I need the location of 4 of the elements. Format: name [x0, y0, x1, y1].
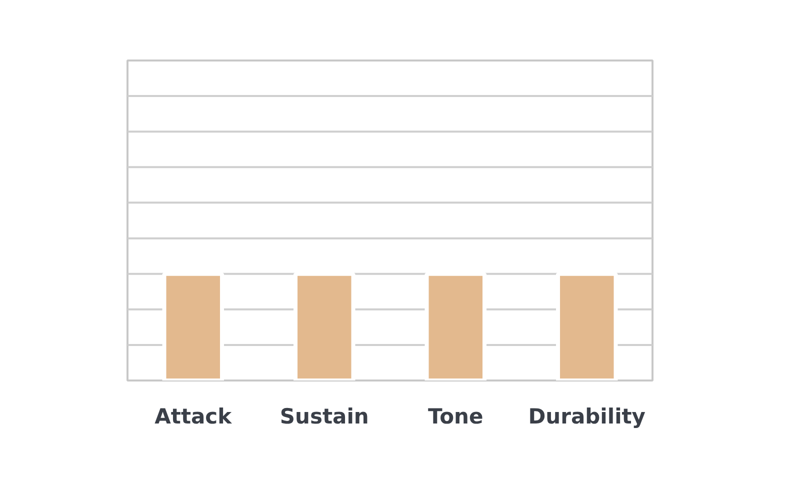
x-tick-label: Attack — [154, 404, 233, 428]
x-tick-label: Durability — [528, 404, 646, 428]
x-tick-label: Tone — [428, 404, 484, 428]
x-tick-label: Sustain — [280, 404, 369, 428]
